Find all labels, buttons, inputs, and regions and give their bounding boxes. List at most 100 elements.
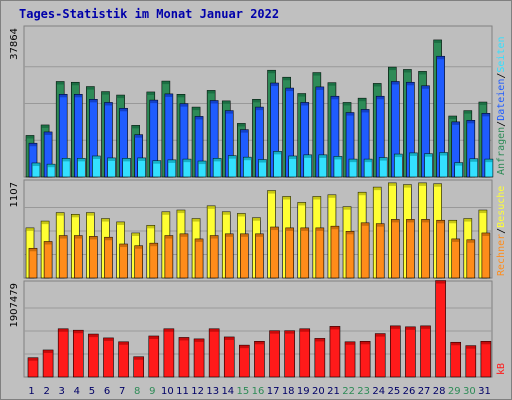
bar-bottom-kb-day-29 <box>450 341 462 378</box>
x-tick-day-20: 20 <box>312 386 325 397</box>
x-tick-day-12: 12 <box>191 386 204 397</box>
x-tick-day-6: 6 <box>104 386 110 397</box>
bar-top-seiten-day-18 <box>288 155 297 178</box>
bar-cap <box>239 345 250 349</box>
bar-cap <box>192 107 201 111</box>
bar-cap <box>394 154 403 158</box>
bar-cap <box>454 162 463 166</box>
x-tick-day-19: 19 <box>297 386 310 397</box>
bar-cap <box>465 345 476 349</box>
legend-entry: Anfragen <box>496 127 507 175</box>
bar-cap <box>318 154 327 158</box>
bar-bottom-kb-day-20 <box>314 338 326 378</box>
x-tick-day-18: 18 <box>282 386 295 397</box>
bar-cap <box>255 233 264 237</box>
bar-cap <box>44 241 53 245</box>
bar-cap <box>288 156 297 160</box>
bar-cap <box>178 337 189 341</box>
bar-cap <box>131 232 140 236</box>
x-tick-day-9: 9 <box>149 386 155 397</box>
bar-middle-rechner-day-27 <box>421 219 430 279</box>
bar-middle-rechner-day-24 <box>375 223 385 279</box>
bar-cap <box>194 338 205 342</box>
bar-middle-rechner-day-4 <box>73 235 83 279</box>
bar-middle-rechner-day-23 <box>360 222 370 279</box>
bar-cap <box>406 219 415 223</box>
bar-cap <box>267 70 276 74</box>
bar-cap <box>195 116 204 120</box>
panel-middle: 1107 Rechner/Besuche <box>9 179 507 279</box>
bar-cap <box>74 235 83 239</box>
bar-top-seiten-day-27 <box>424 153 433 178</box>
bar-cap <box>254 341 265 345</box>
bar-cap <box>222 100 231 104</box>
bar-cap <box>418 182 427 186</box>
bar-cap <box>405 326 416 330</box>
bar-middle-rechner-day-9 <box>149 242 159 279</box>
bar-cap <box>176 210 185 214</box>
bar-cap <box>433 183 442 187</box>
bar-cap <box>224 336 235 340</box>
bar-cap <box>421 85 430 89</box>
bar-cap <box>439 152 448 156</box>
bar-cap <box>118 341 129 345</box>
bar-cap <box>388 67 397 71</box>
bar-cap <box>207 205 216 209</box>
bar-cap <box>116 221 125 225</box>
bar-top-seiten-day-26 <box>409 152 418 178</box>
bar-middle-rechner-day-30 <box>466 239 476 279</box>
bar-cap <box>282 196 291 200</box>
x-tick-day-8: 8 <box>134 386 140 397</box>
bar-cap <box>133 356 144 360</box>
bar-cap <box>104 102 113 106</box>
bar-cap <box>167 159 176 163</box>
bar-cap <box>424 153 433 157</box>
bar-cap <box>312 72 321 76</box>
bar-cap <box>409 152 418 156</box>
bar-cap <box>252 99 261 103</box>
bar-cap <box>403 69 412 73</box>
bar-cap <box>361 109 370 113</box>
bar-cap <box>225 233 234 237</box>
bar-cap <box>59 235 68 239</box>
bar-cap <box>59 94 68 98</box>
bar-cap <box>26 135 34 139</box>
bar-top-seiten-day-20 <box>318 154 328 178</box>
bar-cap <box>47 164 56 168</box>
bar-cap <box>28 357 38 361</box>
bar-bottom-kb-day-4 <box>72 329 84 378</box>
bar-cap <box>89 236 98 240</box>
bar-bottom-kb-day-23 <box>359 341 371 378</box>
bar-cap <box>62 158 71 162</box>
y-max-label: 37864 <box>9 28 20 60</box>
bar-cap <box>41 221 50 225</box>
x-tick-day-5: 5 <box>89 386 95 397</box>
bar-cap <box>343 206 352 210</box>
legend-entry: / <box>496 228 507 234</box>
bar-middle-rechner-day-21 <box>330 225 340 279</box>
x-tick-day-31: 31 <box>478 386 491 397</box>
bar-cap <box>451 121 460 125</box>
bar-cap <box>243 157 252 161</box>
bar-top-seiten-day-25 <box>394 153 403 178</box>
bar-cap <box>358 192 367 196</box>
legend-entry: Besuche <box>496 186 507 228</box>
bar-middle-rechner-day-29 <box>451 238 461 279</box>
bar-cap <box>314 338 325 342</box>
bar-cap <box>240 233 249 237</box>
bar-cap <box>391 81 400 85</box>
y-max-label: 1107 <box>9 182 20 207</box>
bar-bottom-kb-day-18 <box>284 330 295 378</box>
bar-middle-rechner-day-25 <box>391 219 400 279</box>
bar-cap <box>101 91 110 95</box>
bar-cap <box>122 158 131 162</box>
x-tick-day-3: 3 <box>59 386 65 397</box>
bar-cap <box>92 156 101 160</box>
bar-cap <box>270 227 279 231</box>
legend-middle: Rechner/Besuche <box>496 186 507 276</box>
bar-cap <box>179 233 188 237</box>
bar-cap <box>213 158 222 162</box>
bar-middle-rechner-day-13 <box>209 235 219 279</box>
